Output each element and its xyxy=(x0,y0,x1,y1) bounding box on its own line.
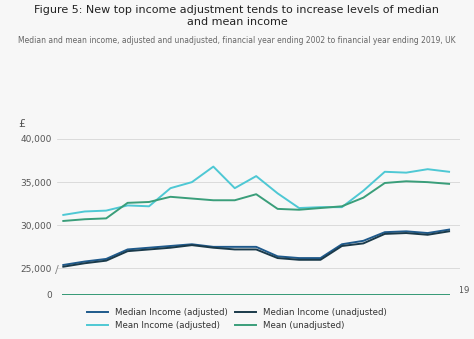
Median Income (unadjusted) xyxy=(318,258,323,262)
Median Income (adjusted) xyxy=(61,263,66,267)
Median Income (adjusted) xyxy=(446,227,452,232)
Median Income (unadjusted) xyxy=(61,265,66,269)
Mean (unadjusted) xyxy=(296,208,302,212)
Mean Income (adjusted) xyxy=(82,210,88,214)
Mean Income (adjusted) xyxy=(296,206,302,210)
Median Income (adjusted) xyxy=(232,245,237,249)
Median Income (adjusted) xyxy=(318,256,323,260)
Median Income (adjusted) xyxy=(425,231,430,235)
Mean Income (adjusted) xyxy=(382,170,388,174)
Text: Figure 5: New top income adjustment tends to increase levels of median
and mean : Figure 5: New top income adjustment tend… xyxy=(35,5,439,27)
Mean (unadjusted) xyxy=(253,192,259,196)
Mean (unadjusted) xyxy=(318,206,323,210)
Mean (unadjusted) xyxy=(103,216,109,220)
Mean (unadjusted) xyxy=(275,207,281,211)
Mean (unadjusted) xyxy=(82,217,88,221)
Mean (unadjusted) xyxy=(339,204,345,208)
Median Income (adjusted) xyxy=(189,242,195,246)
Median Income (unadjusted) xyxy=(425,233,430,237)
Median Income (adjusted) xyxy=(168,244,173,248)
Mean Income (adjusted) xyxy=(232,186,237,190)
Mean Income (adjusted) xyxy=(125,203,130,207)
Mean Income (adjusted) xyxy=(403,171,409,175)
Median Income (unadjusted) xyxy=(275,256,281,260)
Mean (unadjusted) xyxy=(446,182,452,186)
Mean (unadjusted) xyxy=(210,198,216,202)
Mean Income (adjusted) xyxy=(146,204,152,208)
Median Income (adjusted) xyxy=(103,257,109,261)
Median Income (unadjusted) xyxy=(189,243,195,247)
Median Income (adjusted) xyxy=(361,239,366,243)
Mean (unadjusted) xyxy=(361,196,366,200)
Median Income (unadjusted) xyxy=(382,232,388,236)
Median Income (unadjusted) xyxy=(146,247,152,252)
Median Income (adjusted) xyxy=(210,245,216,249)
Mean (unadjusted) xyxy=(403,179,409,183)
Line: Mean (unadjusted): Mean (unadjusted) xyxy=(64,181,449,221)
Median Income (adjusted) xyxy=(296,256,302,260)
Median Income (unadjusted) xyxy=(232,247,237,252)
Mean (unadjusted) xyxy=(125,201,130,205)
Median Income (unadjusted) xyxy=(253,247,259,252)
Mean Income (adjusted) xyxy=(168,186,173,190)
Mean Income (adjusted) xyxy=(361,189,366,193)
Median Income (unadjusted) xyxy=(125,249,130,253)
Mean Income (adjusted) xyxy=(253,174,259,178)
Text: /: / xyxy=(55,264,59,275)
Median Income (adjusted) xyxy=(403,229,409,233)
Median Income (unadjusted) xyxy=(168,246,173,250)
Median Income (unadjusted) xyxy=(82,261,88,265)
Mean Income (adjusted) xyxy=(339,205,345,209)
Mean (unadjusted) xyxy=(146,200,152,204)
Median Income (unadjusted) xyxy=(210,246,216,250)
Mean Income (adjusted) xyxy=(275,191,281,195)
Median Income (adjusted) xyxy=(382,230,388,234)
Mean (unadjusted) xyxy=(168,195,173,199)
Mean (unadjusted) xyxy=(61,219,66,223)
Median Income (adjusted) xyxy=(146,246,152,250)
Mean Income (adjusted) xyxy=(103,208,109,213)
Text: £: £ xyxy=(18,119,26,129)
Mean (unadjusted) xyxy=(382,181,388,185)
Median Income (unadjusted) xyxy=(446,229,452,233)
Median Income (unadjusted) xyxy=(296,258,302,262)
Legend: Median Income (adjusted), Mean Income (adjusted), Median Income (unadjusted), Me: Median Income (adjusted), Mean Income (a… xyxy=(82,304,392,335)
Median Income (adjusted) xyxy=(125,247,130,252)
Mean Income (adjusted) xyxy=(425,167,430,171)
Mean Income (adjusted) xyxy=(210,164,216,168)
Line: Median Income (adjusted): Median Income (adjusted) xyxy=(64,230,449,265)
Line: Mean Income (adjusted): Mean Income (adjusted) xyxy=(64,166,449,215)
Mean Income (adjusted) xyxy=(446,170,452,174)
Median Income (adjusted) xyxy=(275,254,281,258)
Median Income (unadjusted) xyxy=(403,231,409,235)
Mean (unadjusted) xyxy=(232,198,237,202)
Median Income (adjusted) xyxy=(82,259,88,263)
Median Income (unadjusted) xyxy=(103,259,109,263)
Median Income (adjusted) xyxy=(339,242,345,246)
Mean Income (adjusted) xyxy=(61,213,66,217)
Mean (unadjusted) xyxy=(189,197,195,201)
Median Income (unadjusted) xyxy=(361,241,366,245)
Median Income (adjusted) xyxy=(253,245,259,249)
Median Income (unadjusted) xyxy=(339,244,345,248)
Mean (unadjusted) xyxy=(425,180,430,184)
Mean Income (adjusted) xyxy=(189,180,195,184)
Line: Median Income (unadjusted): Median Income (unadjusted) xyxy=(64,231,449,267)
Mean Income (adjusted) xyxy=(318,205,323,209)
Text: Median and mean income, adjusted and unadjusted, financial year ending 2002 to f: Median and mean income, adjusted and una… xyxy=(18,36,456,45)
